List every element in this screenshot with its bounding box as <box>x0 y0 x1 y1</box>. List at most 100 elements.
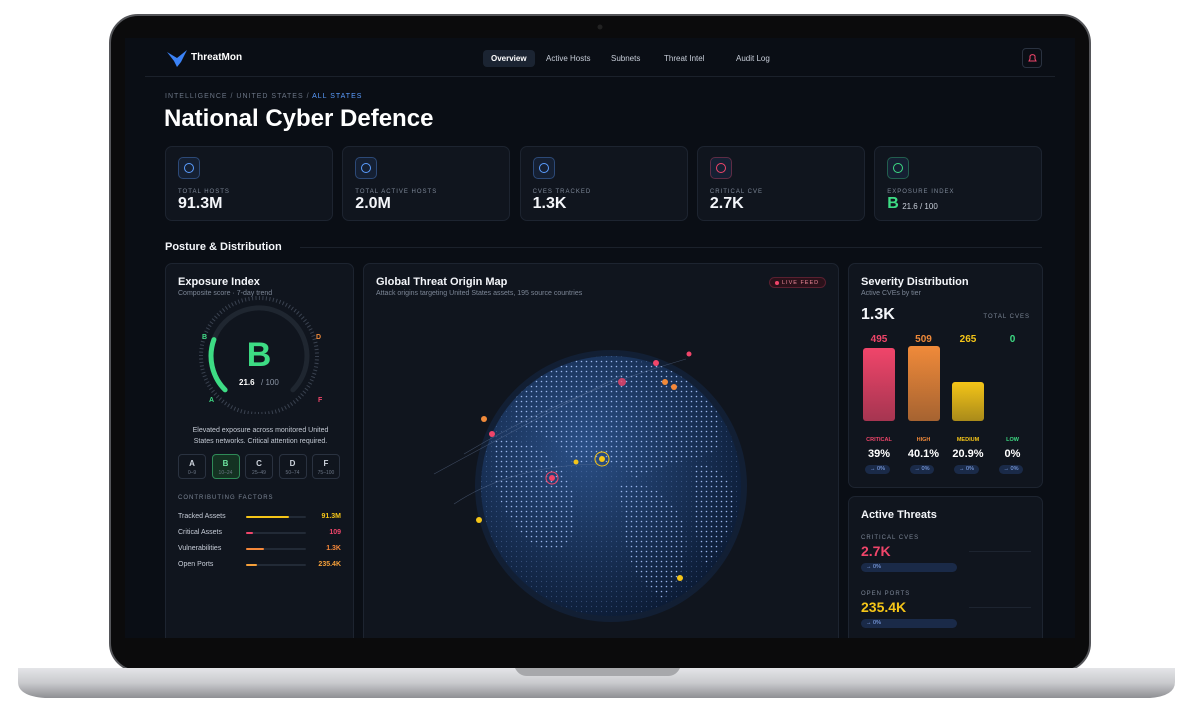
crumb[interactable]: INTELLIGENCE <box>165 93 228 100</box>
threat-value: 2.7K <box>861 543 891 559</box>
separator: / <box>303 93 313 100</box>
exposure-panel: Exposure Index Composite score · 7-day t… <box>165 263 354 638</box>
grade-range: 10–24 <box>218 470 233 476</box>
tier-delta: → 0% <box>954 465 979 474</box>
severity-total: 1.3K <box>861 306 895 323</box>
grade-letter: A <box>189 459 195 468</box>
severity-panel: Severity Distribution Active CVEs by tie… <box>848 263 1043 488</box>
tier-bar <box>952 381 984 421</box>
grade-button[interactable]: D 50–74 <box>278 454 307 479</box>
panel-title: Severity Distribution <box>861 276 969 288</box>
gauge-grade: B <box>246 336 272 374</box>
threat-label: OPEN PORTS <box>861 591 911 597</box>
factor-name: Critical Assets <box>178 529 222 536</box>
kpi-icon <box>887 157 910 179</box>
hotspots <box>476 351 692 581</box>
kpi-label: CVES TRACKED <box>532 189 592 195</box>
threat-value: 235.4K <box>861 599 907 615</box>
gauge-label: A <box>209 397 215 404</box>
page-title: National Cyber Defence <box>164 105 434 132</box>
tier-count: 265 <box>959 334 977 345</box>
live-badge[interactable]: LIVE FEED <box>769 277 827 288</box>
grade-button[interactable]: B 10–24 <box>211 454 240 479</box>
panel-subtitle: Active CVEs by tier <box>861 290 921 297</box>
factor-bar <box>246 564 257 566</box>
crumb[interactable]: UNITED STATES <box>236 93 304 100</box>
section-title: Posture & Distribution <box>165 241 282 253</box>
gauge-label: B <box>202 334 208 341</box>
factor-value: 91.3M <box>321 513 341 520</box>
tier-count: 495 <box>870 334 888 345</box>
gauge-max: / 100 <box>261 378 279 387</box>
exposure-note: Elevated exposure across monitored Unite… <box>192 427 329 445</box>
divider <box>300 247 1042 248</box>
factor-bar <box>246 548 264 550</box>
grade-letter: D <box>289 459 296 468</box>
tier-delta: → 0% <box>998 465 1024 474</box>
tier-name: LOW <box>1006 437 1019 443</box>
kpi-icon <box>355 157 378 179</box>
nav-tab[interactable]: Audit Log <box>736 54 770 63</box>
kpi-label: EXPOSURE INDEX <box>887 189 955 195</box>
factor-track <box>246 548 306 550</box>
tier-name: HIGH <box>916 437 931 443</box>
kpi-card: TOTAL ACTIVE HOSTS 2.0M <box>342 146 511 221</box>
factor-bar <box>246 516 290 518</box>
factor-name: Tracked Assets <box>178 513 226 520</box>
nav-tab[interactable]: Active Hosts <box>546 54 591 63</box>
grade-range: 75–100 <box>317 470 335 476</box>
panel-subtitle: Attack origins targeting United States a… <box>376 290 583 297</box>
kpi-value: 2.0M <box>355 195 391 212</box>
grade-letter: B <box>222 459 229 468</box>
threats-panel: Active Threats CRITICAL CVES 2.7K → 0% OPEN… <box>848 496 1043 638</box>
panel-subtitle: Composite score · 7-day trend <box>178 290 273 297</box>
kpi-icon <box>532 157 555 179</box>
sparkline <box>969 551 1031 552</box>
globe <box>433 350 747 622</box>
tier-delta: → 0% <box>865 465 890 474</box>
kpi-card: CVES TRACKED 1.3K <box>519 146 688 221</box>
tier-share: 39% <box>867 448 891 460</box>
screen: ThreatMon Overview Active Hosts Subnets Thr… <box>125 38 1075 638</box>
badge-text: LIVE FEED <box>782 280 820 286</box>
nav-tab[interactable]: Threat Intel <box>664 54 705 63</box>
separator: / <box>227 93 237 100</box>
kpi-label: TOTAL ACTIVE HOSTS <box>355 189 438 195</box>
map-panel: Global Threat Origin Map Attack origins … <box>363 263 839 638</box>
kpi-label: CRITICAL CVE <box>709 189 764 195</box>
panel-title: Active Threats <box>861 509 937 521</box>
kpi-label: TOTAL HOSTS <box>178 189 230 195</box>
kpi-value: 1.3K <box>532 195 567 212</box>
tier-share: 40.1% <box>907 448 940 460</box>
grade-button[interactable]: A 0–9 <box>178 454 206 479</box>
tier-share: 20.9% <box>952 448 984 460</box>
notifications-button[interactable] <box>1022 48 1042 68</box>
kpi-card: TOTAL HOSTS 91.3M <box>165 146 333 221</box>
gauge-label: D <box>316 334 322 341</box>
threat-delta: → 0% <box>861 563 957 572</box>
gauge-score: 21.6 <box>239 378 255 387</box>
grade-button[interactable]: F 75–100 <box>312 454 340 479</box>
kpi-value: 91.3M <box>178 195 223 212</box>
factor-bar <box>246 532 254 534</box>
tier-bar <box>863 348 895 421</box>
nav-tab[interactable]: Subnets <box>611 54 641 63</box>
factor-name: Vulnerabilities <box>178 545 222 552</box>
kpi-icon <box>709 157 732 179</box>
grade-button[interactable]: C 25–49 <box>245 454 273 479</box>
tier-share: 0% <box>1004 448 1021 460</box>
crumb[interactable]: ALL STATES <box>312 93 363 100</box>
kpi-value: 21.6 / 100 <box>902 202 938 211</box>
grade-range: 0–9 <box>187 470 197 476</box>
nav-tab[interactable]: Overview <box>483 50 535 67</box>
sparkline <box>969 607 1031 608</box>
kpi-card: EXPOSURE INDEX B 21.6 / 100 <box>874 146 1043 221</box>
kpi-icon <box>178 157 200 179</box>
threat-delta: → 0% <box>861 619 957 628</box>
panel-title: Global Threat Origin Map <box>376 276 508 288</box>
threat-label: CRITICAL CVES <box>861 535 920 541</box>
factor-name: Open Ports <box>178 561 214 568</box>
total-label: TOTAL CVES <box>983 314 1030 320</box>
kpi-card: CRITICAL CVE 2.7K <box>696 146 865 221</box>
